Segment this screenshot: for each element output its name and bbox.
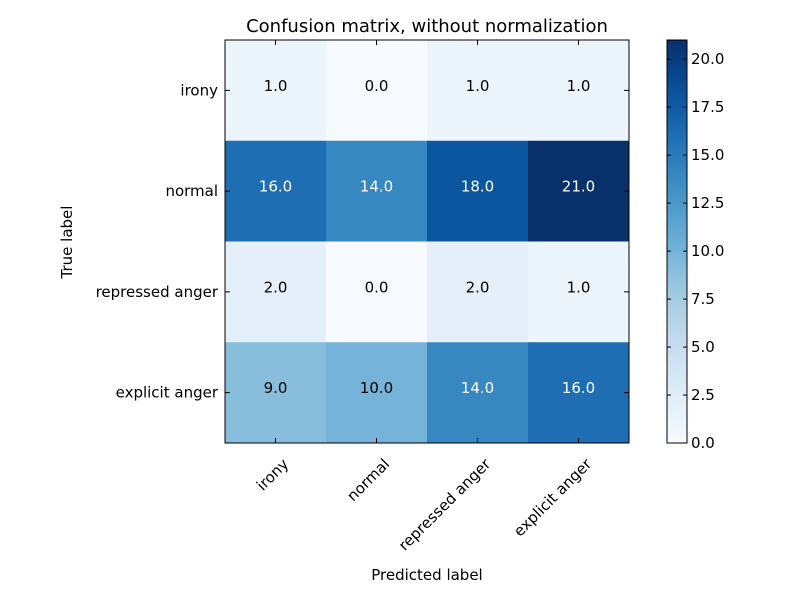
heatmap-cell-labels: 1.0 0.0 1.0 1.0 16.0 14.0 18.0 21.0 2.0 0.0 2.0 1.0… <box>259 77 595 397</box>
chart-title: Confusion matrix, without normalization <box>246 16 608 37</box>
cell-value-label: 16.0 <box>259 178 292 196</box>
colorbar-tick-label: 20.0 <box>691 50 724 68</box>
heatmap-cell <box>427 40 529 142</box>
colorbar-tick-label: 5.0 <box>691 338 715 356</box>
heatmap-cell <box>528 140 630 242</box>
colorbar-tick-label: 7.5 <box>691 290 715 308</box>
colorbar-ticks: 0.0 2.5 5.0 7.5 10.0 12.5 15.0 17.5 20.0 <box>667 50 724 452</box>
heatmap-cell <box>427 342 529 444</box>
heatmap-cell <box>427 140 529 242</box>
y-axis-label: True label <box>58 206 76 280</box>
x-tick-label: repressed anger <box>395 454 495 554</box>
cell-value-label: 2.0 <box>466 278 490 296</box>
heatmap-cell <box>326 40 428 142</box>
colorbar-tick-label: 10.0 <box>691 242 724 260</box>
heatmap-cell <box>225 342 327 444</box>
heatmap-cell <box>326 140 428 242</box>
cell-value-label: 0.0 <box>365 278 389 296</box>
cell-value-label: 1.0 <box>567 278 591 296</box>
y-tick-label: normal <box>165 182 218 200</box>
cell-value-label: 2.0 <box>264 278 288 296</box>
cell-value-label: 14.0 <box>461 379 494 397</box>
y-tick-label: irony <box>180 81 218 99</box>
cell-value-label: 18.0 <box>461 178 494 196</box>
plot-frame <box>224 39 630 444</box>
heatmap-cell <box>528 342 630 444</box>
cell-value-label: 0.0 <box>365 77 389 95</box>
colorbar-tick-label: 12.5 <box>691 194 724 212</box>
cell-value-label: 1.0 <box>567 77 591 95</box>
heatmap-cell <box>225 241 327 343</box>
colorbar <box>666 39 688 444</box>
heatmap-cell <box>225 140 327 242</box>
y-tick-label: explicit anger <box>116 384 219 402</box>
heatmap-cells <box>225 40 630 444</box>
colorbar-tick-label: 0.0 <box>691 434 715 452</box>
cell-value-label: 1.0 <box>466 77 490 95</box>
colorbar-tick-label: 17.5 <box>691 98 724 116</box>
x-axis-label: Predicted label <box>371 566 482 584</box>
heatmap-cell <box>326 342 428 444</box>
y-axis-ticks: irony normal repressed anger explicit anger <box>96 81 629 402</box>
heatmap-cell <box>427 241 529 343</box>
heatmap-cell <box>326 241 428 343</box>
heatmap-cell <box>528 241 630 343</box>
y-tick-label: repressed anger <box>96 283 219 301</box>
cell-value-label: 9.0 <box>264 379 288 397</box>
cell-value-label: 10.0 <box>360 379 393 397</box>
cell-value-label: 14.0 <box>360 178 393 196</box>
colorbar-tick-label: 2.5 <box>691 386 715 404</box>
heatmap-cell <box>225 40 327 142</box>
x-tick-label: normal <box>343 455 393 505</box>
cell-value-label: 21.0 <box>562 178 595 196</box>
x-tick-label: explicit anger <box>510 454 596 540</box>
x-tick-label: irony <box>253 455 292 494</box>
cell-value-label: 16.0 <box>562 379 595 397</box>
heatmap-cell <box>528 40 630 142</box>
cell-value-label: 1.0 <box>264 77 288 95</box>
colorbar-tick-label: 15.0 <box>691 146 724 164</box>
